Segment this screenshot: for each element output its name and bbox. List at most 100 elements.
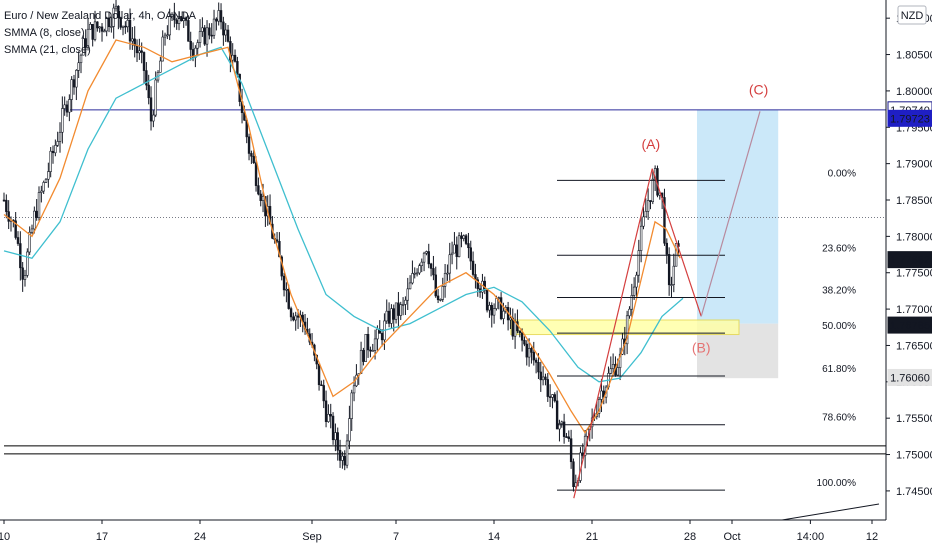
candle-up bbox=[611, 364, 615, 370]
wave-segment bbox=[651, 168, 702, 317]
x-tick-label: 7 bbox=[393, 531, 399, 543]
candle-up bbox=[77, 62, 80, 71]
candle-down bbox=[147, 84, 150, 99]
candle-up bbox=[42, 182, 45, 192]
y-tick-label: 1.76500 bbox=[896, 340, 932, 352]
candle-up bbox=[126, 19, 129, 28]
smma-8-line bbox=[3, 39, 681, 434]
fibonacci-retracement: 0.00% 23.60% 38.20% 50.00% 61.80% 78.60% 100.0… bbox=[557, 168, 856, 491]
candle-down bbox=[257, 185, 260, 195]
candle-up bbox=[152, 114, 155, 122]
candle-down bbox=[665, 242, 668, 255]
candle-down bbox=[180, 16, 183, 22]
candle-up bbox=[341, 455, 344, 461]
candle-up bbox=[23, 275, 27, 280]
candle-up bbox=[558, 423, 561, 430]
candle-down bbox=[336, 432, 339, 451]
candle-up bbox=[86, 28, 90, 48]
candle-up bbox=[618, 353, 622, 368]
candle-up bbox=[205, 27, 209, 45]
candle-down bbox=[499, 297, 503, 319]
wave-segment bbox=[573, 168, 653, 499]
candle-down bbox=[471, 260, 475, 275]
fib-level-label: 50.00% bbox=[822, 321, 856, 332]
candle-down bbox=[667, 254, 671, 286]
candle-up bbox=[350, 392, 353, 419]
candle-up bbox=[105, 17, 108, 32]
candle-up bbox=[114, 5, 118, 9]
candle-up bbox=[551, 394, 554, 398]
price-label: 1.77682 bbox=[887, 251, 932, 269]
candle-up bbox=[121, 25, 125, 28]
candle-down bbox=[252, 155, 255, 164]
y-tick-label: 1.80500 bbox=[896, 50, 932, 62]
candle-up bbox=[376, 329, 379, 340]
candle-down bbox=[369, 349, 372, 352]
candle-up bbox=[616, 367, 619, 376]
y-tick-label: 1.75000 bbox=[896, 450, 932, 462]
candle-up bbox=[98, 26, 101, 29]
candle-down bbox=[397, 302, 400, 316]
candle-down bbox=[292, 316, 295, 321]
candle-up bbox=[63, 104, 66, 109]
candle-up bbox=[513, 321, 517, 337]
candle-up bbox=[630, 295, 633, 310]
candle-down bbox=[436, 295, 440, 301]
candle-up bbox=[131, 38, 134, 42]
x-tick-label: 10 bbox=[0, 531, 10, 543]
candle-up bbox=[345, 440, 349, 466]
candle-down bbox=[2, 199, 6, 202]
candle-up bbox=[182, 17, 185, 22]
price-label-box bbox=[887, 368, 932, 386]
candle-up bbox=[651, 178, 654, 202]
candle-down bbox=[51, 150, 55, 154]
candle-up bbox=[44, 178, 48, 183]
candle-down bbox=[555, 400, 559, 430]
candle-up bbox=[212, 18, 216, 36]
candle-up bbox=[294, 315, 297, 321]
fib-level-label: 38.20% bbox=[822, 285, 856, 296]
candle-down bbox=[222, 21, 225, 36]
candle-up bbox=[453, 244, 456, 254]
y-tick-label: 1.79000 bbox=[896, 159, 932, 171]
candle-down bbox=[189, 40, 192, 50]
candle-down bbox=[7, 211, 10, 222]
candle-down bbox=[140, 50, 143, 53]
candle-up bbox=[639, 225, 643, 251]
candle-down bbox=[649, 200, 652, 202]
candle-down bbox=[320, 384, 323, 387]
candle-up bbox=[49, 150, 52, 172]
candle-up bbox=[597, 399, 601, 414]
fib-level-label: 23.60% bbox=[822, 243, 856, 254]
candle-up bbox=[28, 231, 31, 253]
candle-down bbox=[219, 10, 223, 23]
y-tick-label: 1.78500 bbox=[896, 195, 932, 207]
candle-down bbox=[338, 449, 342, 461]
candle-up bbox=[348, 418, 351, 442]
candle-up bbox=[75, 70, 78, 88]
candles bbox=[2, 0, 680, 492]
candle-up bbox=[198, 31, 202, 43]
candle-down bbox=[243, 112, 246, 121]
candle-down bbox=[572, 461, 575, 487]
price-label-text: 1.76785 bbox=[890, 320, 930, 332]
plot-area: 0.00% 23.60% 38.20% 50.00% 61.80% 78.60% 100.0… bbox=[2, 0, 886, 520]
candle-down bbox=[254, 162, 258, 186]
candle-down bbox=[464, 235, 468, 244]
wave-label: (A) bbox=[641, 136, 660, 152]
candle-down bbox=[523, 339, 526, 345]
fib-level-label: 78.60% bbox=[822, 413, 856, 424]
candle-up bbox=[413, 272, 416, 275]
candle-up bbox=[177, 16, 181, 24]
candle-up bbox=[492, 308, 496, 316]
currency-badge-box bbox=[897, 5, 927, 25]
y-tick-label: 1.78000 bbox=[896, 231, 932, 243]
legend-smma-8: SMMA (8, close) bbox=[4, 27, 85, 39]
candle-up bbox=[112, 7, 115, 27]
candle-up bbox=[457, 235, 461, 257]
candle-down bbox=[567, 436, 570, 439]
candle-up bbox=[672, 265, 676, 285]
candle-down bbox=[35, 210, 38, 218]
candle-down bbox=[525, 343, 528, 358]
